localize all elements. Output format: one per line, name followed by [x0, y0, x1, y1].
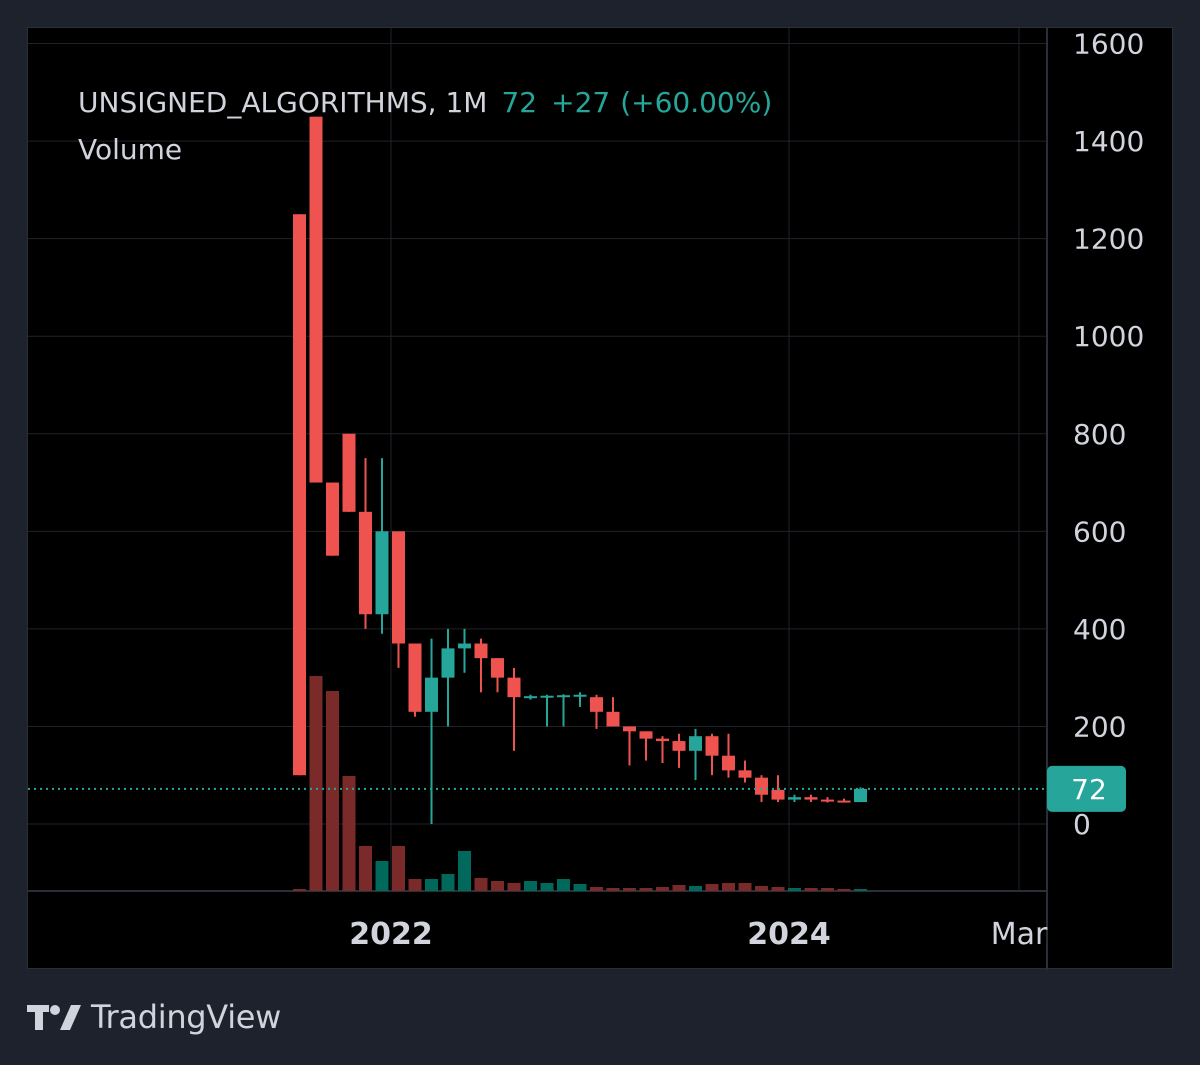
candle-body	[656, 738, 669, 742]
volume-bar	[557, 879, 570, 891]
volume-bar	[408, 879, 422, 891]
volume-bar	[788, 888, 801, 891]
candle-body	[722, 755, 735, 771]
symbol-name[interactable]: UNSIGNED_ALGORITHMS	[78, 86, 428, 119]
volume-bar	[656, 887, 669, 891]
volume-bar	[573, 884, 587, 891]
candle-body	[804, 797, 818, 800]
volume-bar	[359, 846, 372, 891]
volume-bar	[458, 851, 471, 891]
last-price-label: 72	[501, 86, 538, 119]
candle-body	[606, 711, 620, 727]
candle-body	[854, 788, 867, 803]
candle-body	[755, 777, 768, 795]
y-tick-label: 600	[1073, 515, 1126, 548]
candle-body	[573, 694, 587, 697]
tradingview-brand[interactable]: TradingView	[27, 995, 281, 1039]
candle-body	[359, 511, 372, 615]
candle-body	[342, 433, 356, 512]
legend-volume: Volume	[78, 133, 182, 166]
volume-bar	[771, 887, 785, 891]
legend-main: UNSIGNED_ALGORITHMS, 1M 72 +27 (+60.00%)	[78, 86, 772, 119]
candle-body	[474, 643, 488, 659]
candle-body	[309, 116, 323, 483]
volume-bar	[689, 886, 702, 891]
volume-bar	[755, 886, 768, 891]
candle-body	[392, 531, 405, 644]
volume-bar	[392, 846, 405, 891]
candle-body	[293, 214, 306, 776]
volume-bar	[425, 879, 438, 891]
candle-body	[738, 770, 752, 778]
last-price-badge	[1047, 765, 1126, 812]
candle-body	[837, 800, 851, 803]
candle-body	[639, 731, 653, 739]
brand-name: TradingView	[91, 998, 282, 1036]
candle-body	[540, 695, 554, 698]
x-tick-label: 2022	[349, 917, 433, 952]
volume-bar	[672, 885, 686, 891]
candle-body	[408, 643, 422, 712]
candle-body	[491, 658, 504, 678]
candlestick-chart[interactable]: 0 200 400 600 800 1000 1200 1400 1600 72 2022 2024 M…	[28, 28, 1174, 970]
candle-body	[821, 799, 834, 802]
y-tick-label: 800	[1073, 418, 1126, 451]
candle-body	[672, 741, 686, 751]
y-tick-label: 1000	[1073, 320, 1144, 353]
volume-bar	[738, 883, 752, 891]
volume-bar	[639, 888, 653, 891]
volume-bar	[375, 861, 389, 891]
volume-bar	[821, 888, 834, 891]
volume-bar	[342, 776, 356, 891]
volume-bar	[491, 881, 504, 891]
candle-body	[623, 726, 636, 732]
y-tick-label: 0	[1073, 808, 1091, 841]
volume-bar	[854, 889, 867, 891]
x-tick-label: 2024	[747, 917, 831, 952]
volume-label[interactable]: Volume	[78, 133, 183, 166]
volume-bar	[837, 889, 851, 891]
y-tick-label: 1600	[1073, 28, 1144, 61]
volume-bar	[722, 883, 735, 891]
volume-bar	[474, 878, 488, 891]
candle-body	[557, 695, 570, 698]
candle-body	[375, 531, 389, 615]
candle-body	[788, 797, 801, 800]
legend-sep: ,	[427, 86, 446, 119]
chart-frame: 0 200 400 600 800 1000 1200 1400 1600 72 2022 2024 M…	[27, 27, 1174, 970]
candle-body	[705, 736, 719, 756]
y-tick-label: 400	[1073, 613, 1126, 646]
volume-bar	[309, 676, 323, 891]
candle-body	[458, 643, 471, 649]
tradingview-logo-icon	[27, 1005, 81, 1030]
change-pct-label: (+60.00%)	[620, 86, 773, 119]
volume-bar	[804, 888, 818, 891]
last-price-badge-label: 72	[1071, 773, 1107, 806]
volume-bar	[293, 889, 306, 891]
candle-body	[590, 697, 603, 712]
volume-bar	[524, 881, 537, 891]
candle-body	[689, 736, 702, 751]
volume-bar	[540, 883, 554, 891]
y-tick-label: 200	[1073, 710, 1126, 743]
volume-bar	[326, 691, 339, 891]
y-tick-label: 1400	[1073, 125, 1144, 158]
candle-body	[524, 696, 537, 699]
volume-bar	[590, 887, 603, 891]
x-tick-label: Mar	[991, 917, 1048, 952]
change-label: +27	[551, 86, 611, 119]
candle-body	[771, 789, 785, 800]
volume-bar	[441, 874, 455, 891]
interval-label[interactable]: 1M	[445, 86, 488, 119]
y-tick-label: 1200	[1073, 223, 1144, 256]
candle-body	[441, 648, 455, 678]
candle-body	[507, 677, 521, 698]
volume-bar	[507, 883, 521, 891]
volume-bar	[606, 888, 620, 891]
volume-bar	[705, 884, 719, 891]
candle-body	[425, 677, 438, 712]
volume-bar	[623, 888, 636, 891]
candle-body	[326, 482, 339, 556]
